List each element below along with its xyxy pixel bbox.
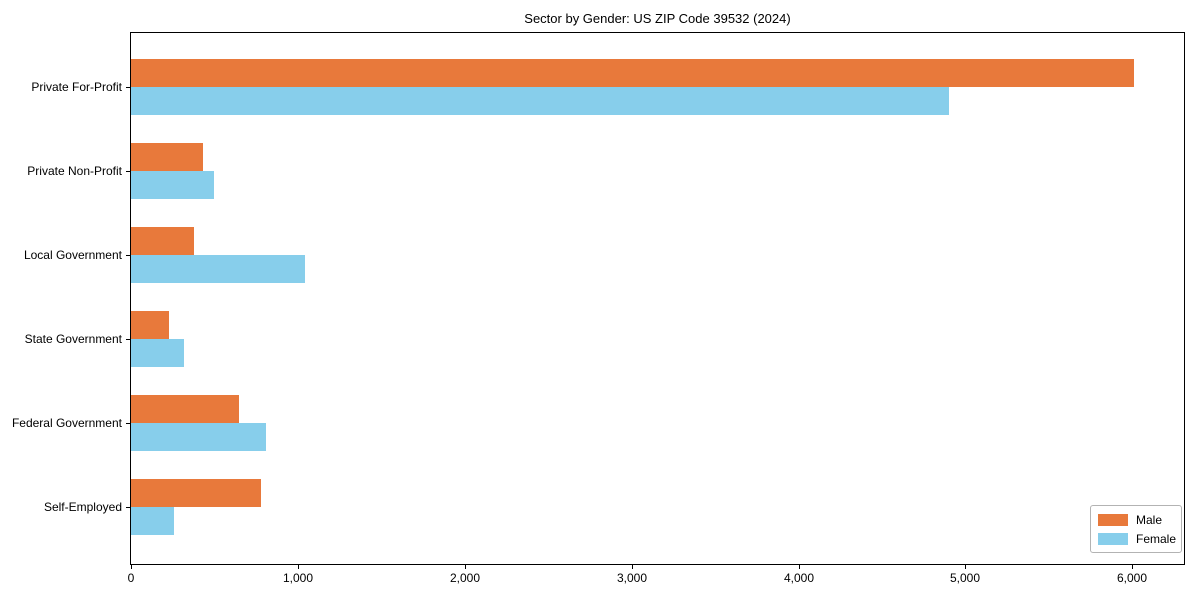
x-tick — [131, 565, 132, 569]
x-tick-label: 1,000 — [282, 571, 314, 585]
bar-female — [131, 507, 174, 535]
legend-swatch-female — [1098, 532, 1128, 545]
y-tick — [126, 255, 130, 256]
x-tick — [965, 565, 966, 569]
bar-male — [131, 143, 203, 171]
legend-label: Female — [1136, 531, 1177, 546]
x-tick — [1132, 565, 1133, 569]
y-tick-label: Local Government — [23, 248, 122, 262]
legend-swatch-male — [1098, 513, 1128, 526]
x-tick-label: 4,000 — [783, 571, 815, 585]
x-tick — [465, 565, 466, 569]
x-tick-label: 2,000 — [449, 571, 481, 585]
bar-male — [131, 311, 169, 339]
bar-female — [131, 171, 214, 199]
plot-area — [130, 32, 1185, 565]
bar-male — [131, 227, 194, 255]
y-tick-label: Private Non-Profit — [27, 164, 122, 178]
legend-entry-male: Male — [1098, 513, 1174, 527]
bar-female — [131, 339, 184, 367]
x-tick-label: 6,000 — [1116, 571, 1148, 585]
x-tick — [799, 565, 800, 569]
legend-entry-female: Female — [1098, 531, 1177, 546]
y-tick — [126, 507, 130, 508]
y-tick — [126, 423, 130, 424]
y-tick — [126, 171, 130, 172]
bar-female — [131, 423, 266, 451]
bar-male — [131, 479, 261, 507]
y-tick — [126, 339, 130, 340]
x-tick — [632, 565, 633, 569]
legend: Male Female — [1090, 505, 1182, 553]
legend-label: Male — [1136, 512, 1163, 527]
bar-female — [131, 255, 305, 283]
bar-male — [131, 395, 239, 423]
x-tick — [298, 565, 299, 569]
x-tick-label: 5,000 — [949, 571, 981, 585]
bar-female — [131, 87, 949, 115]
y-tick-label: Private For-Profit — [31, 80, 122, 94]
x-tick-label: 3,000 — [616, 571, 648, 585]
y-tick-label: Self-Employed — [43, 500, 122, 514]
bar-male — [131, 59, 1134, 87]
y-tick-label: State Government — [24, 332, 122, 346]
y-tick-label: Federal Government — [11, 416, 122, 430]
x-tick-label: 0 — [127, 571, 135, 585]
chart-title: Sector by Gender: US ZIP Code 39532 (202… — [524, 11, 791, 26]
y-tick — [126, 87, 130, 88]
